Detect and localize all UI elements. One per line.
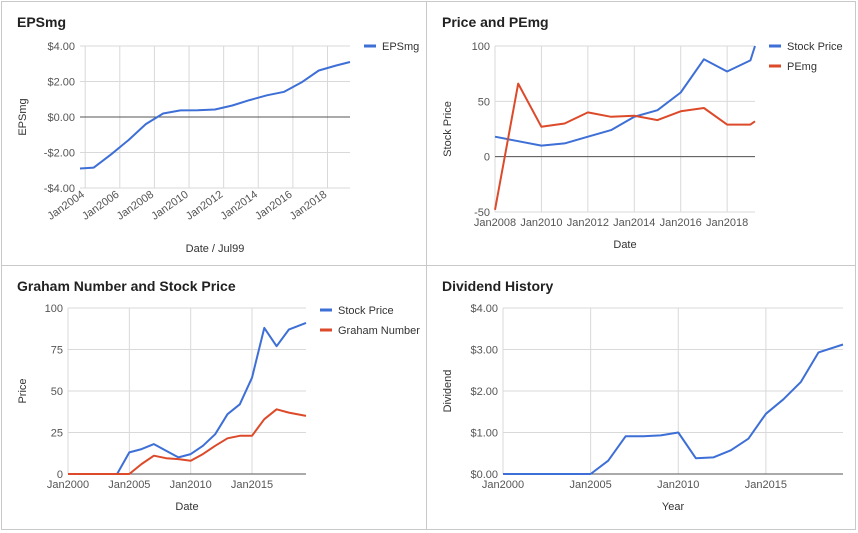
x-tick-label: Jan2000 [482, 479, 524, 491]
eps-chart-panel: EPSmg -$4.00 -$2.00 $0.00 $2.00 $4.00 Jan2004… [1, 1, 427, 266]
y-axis-title: Price [17, 378, 29, 403]
x-tick-label: Jan2015 [231, 479, 273, 491]
series-line [79, 61, 351, 170]
x-tick-label: Jan2016 [253, 189, 294, 223]
y-tick-label: 100 [472, 41, 490, 53]
y-tick-label: 0 [484, 152, 490, 164]
y-axis-title: Stock Price [442, 101, 454, 157]
x-tick-label: Jan2018 [706, 217, 748, 229]
y-tick-label: 100 [45, 303, 63, 315]
y-tick-label: $4.00 [470, 303, 498, 315]
y-tick-label: -$4.00 [44, 183, 75, 195]
chart-title: EPSmg [17, 14, 67, 30]
x-tick-label: Jan2006 [80, 189, 121, 223]
x-axis-title: Date / Jul99 [186, 243, 245, 255]
x-tick-label: Jan2018 [288, 189, 329, 223]
series-line [68, 408, 307, 475]
x-tick-label: Jan2008 [474, 217, 516, 229]
legend-label: Stock Price [787, 41, 843, 53]
legend-label: Stock Price [338, 305, 394, 317]
graham-chart: 0 25 50 75 100 Jan2000 Jan2005 Jan2010 Jan2015 Da… [17, 303, 420, 513]
y-tick-label: -$2.00 [44, 148, 75, 160]
dividend-chart-panel: Dividend History $0.00 $1.00 $2.00 $3.00 $4.… [426, 265, 856, 530]
x-tick-label: Jan2014 [613, 217, 655, 229]
y-tick-label: $0.00 [470, 469, 498, 481]
price-pe-chart: -50 0 50 100 Jan2008 Jan2010 Jan2012 Jan2014 Jan… [442, 41, 843, 251]
x-tick-label: Jan2010 [149, 189, 190, 223]
graham-chart-panel: Graham Number and Stock Price 0 25 50 75 100… [1, 265, 427, 530]
y-tick-label: 0 [57, 469, 63, 481]
x-axis-title: Date [175, 501, 198, 513]
x-tick-label: Jan2014 [219, 189, 260, 223]
y-tick-label: -50 [474, 207, 490, 219]
y-tick-label: $2.00 [47, 77, 75, 89]
x-tick-label: Jan2010 [657, 479, 699, 491]
chart-title: Dividend History [442, 278, 554, 294]
x-tick-label: Jan2005 [108, 479, 150, 491]
chart-title: Graham Number and Stock Price [17, 278, 236, 294]
legend-label: Graham Number [338, 325, 420, 337]
x-tick-label: Jan2016 [660, 217, 702, 229]
y-tick-label: 50 [51, 386, 63, 398]
eps-chart: -$4.00-$2.00$0.00$2.00$4.00Jan2004Jan200… [17, 41, 419, 255]
x-axis-title: Year [662, 501, 685, 513]
y-tick-label: 75 [51, 345, 63, 357]
y-tick-label: $2.00 [470, 386, 498, 398]
x-tick-label: Jan2010 [520, 217, 562, 229]
x-tick-label: Jan2008 [115, 189, 156, 223]
y-axis-title: Dividend [442, 370, 454, 413]
x-tick-label: Jan2010 [170, 479, 212, 491]
y-tick-label: $0.00 [47, 112, 75, 124]
series-line [494, 82, 756, 210]
y-tick-label: 50 [478, 96, 490, 108]
x-tick-label: Jan2015 [745, 479, 787, 491]
y-tick-label: $4.00 [47, 41, 75, 53]
y-tick-label: $1.00 [470, 428, 498, 440]
x-tick-label: Jan2012 [567, 217, 609, 229]
series-line [503, 343, 844, 475]
y-tick-label: $3.00 [470, 345, 498, 357]
series-line [494, 45, 756, 147]
x-tick-label: Jan2012 [184, 189, 225, 223]
y-axis-title: EPSmg [17, 98, 29, 135]
y-tick-label: 25 [51, 428, 63, 440]
legend-label: EPSmg [382, 41, 419, 53]
x-tick-label: Jan2005 [570, 479, 612, 491]
legend-label: PEmg [787, 61, 817, 73]
price-pe-chart-panel: Price and PEmg -50 0 50 100 Jan2008 Jan2010 Ja… [426, 1, 856, 266]
dividend-chart: $0.00 $1.00 $2.00 $3.00 $4.00 Jan2000 Jan2005 J… [442, 303, 844, 513]
chart-title: Price and PEmg [442, 14, 549, 30]
x-axis-title: Date [613, 239, 636, 251]
series-line [68, 321, 307, 475]
x-tick-label: Jan2000 [47, 479, 89, 491]
